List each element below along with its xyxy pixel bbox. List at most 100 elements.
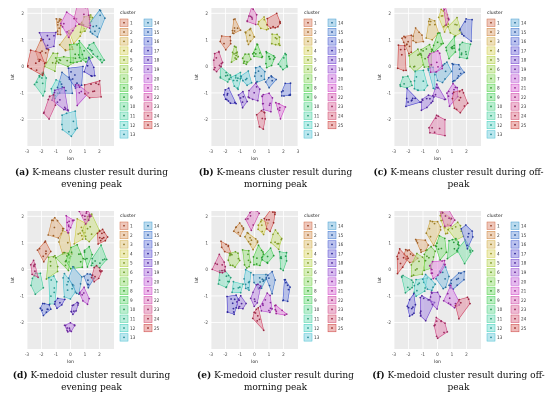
cluster-18-region [236, 295, 247, 310]
cluster-25-point [35, 69, 38, 71]
cluster-3-point [439, 229, 442, 231]
cluster-10-point [458, 49, 461, 51]
cluster-6-point [47, 256, 50, 259]
cluster-12-point [232, 79, 235, 82]
cluster-12-point [417, 89, 420, 92]
cluster-11-point [402, 76, 404, 78]
cluster-25-point [277, 25, 279, 28]
legend-label: 10 [314, 307, 320, 312]
cluster-9-point [445, 49, 448, 52]
cluster-3-point [256, 240, 259, 242]
legend-label: 19 [154, 270, 160, 275]
cluster-17-point [412, 292, 415, 295]
cluster-16-point [464, 20, 467, 23]
cluster-5-point [271, 33, 273, 35]
cluster-12-point [413, 284, 416, 287]
cluster-11-point [226, 74, 229, 77]
cluster-4-point [444, 232, 447, 235]
cluster-5-point [454, 23, 456, 26]
legend-label: 19 [521, 67, 527, 72]
cluster-18-point [73, 310, 75, 313]
legend-label: 9 [130, 298, 133, 303]
cluster-15-point [87, 286, 90, 289]
cluster-10-point [90, 49, 93, 52]
cluster-5-point [459, 224, 462, 227]
legend-key-point [514, 105, 516, 108]
y-tick-label: 2 [205, 214, 208, 219]
cluster-6-point [409, 65, 411, 68]
cluster-12-point [237, 287, 240, 289]
cluster-6-point [235, 46, 237, 49]
cluster-22-point [252, 8, 255, 11]
cluster-9-point [261, 258, 264, 261]
cluster-3-point [252, 248, 254, 251]
cluster-7-point [58, 58, 61, 61]
cluster-18-point [72, 304, 75, 306]
cluster-9-point [266, 262, 269, 265]
cluster-25-point [274, 26, 277, 29]
cluster-1-point [223, 42, 225, 45]
cluster-13-point [72, 120, 75, 123]
cluster-22-point [443, 2, 445, 4]
cluster-22-point [256, 211, 259, 212]
legend-key-point [123, 234, 125, 236]
cluster-2-point [232, 32, 235, 35]
legend-label: 17 [154, 48, 160, 53]
cluster-17-point [235, 294, 237, 296]
cluster-18-point [420, 109, 423, 112]
cluster-5-point [277, 242, 280, 245]
cluster-17-point [227, 87, 230, 89]
cluster-11-point [31, 277, 34, 280]
cluster-21-point [285, 313, 288, 315]
cluster-21-point [427, 56, 429, 59]
cluster-18-point [239, 97, 242, 99]
cluster-4-point [439, 214, 442, 217]
legend-key-point [307, 96, 309, 99]
cluster-22-point [255, 211, 257, 212]
legend-key-point [123, 86, 125, 89]
cluster-23-point [435, 335, 438, 338]
cluster-16-point [283, 95, 285, 97]
cluster-20-point [453, 88, 455, 91]
cluster-1-point [404, 248, 407, 251]
cluster-24-point [261, 117, 264, 120]
cluster-22-point [447, 18, 450, 21]
cluster-3-region [58, 230, 73, 255]
legend-key-point [514, 59, 516, 61]
cluster-5-point [276, 242, 279, 245]
cluster-1-point [36, 249, 39, 251]
legend-label: 6 [497, 270, 500, 275]
cluster-8-point [69, 267, 72, 270]
cluster-1-point [42, 260, 45, 263]
cluster-23-point [431, 126, 433, 129]
cluster-25-point [101, 228, 104, 231]
legend-key-point [307, 224, 309, 227]
legend-key-point [123, 252, 125, 255]
legend-label: 11 [497, 114, 503, 119]
cluster-21-point [437, 274, 439, 277]
x-axis-label: lon [251, 156, 258, 162]
cluster-14-point [259, 65, 261, 68]
cluster-12-point [55, 280, 58, 283]
cluster-15-point [450, 282, 452, 285]
cluster-11-point [411, 84, 413, 87]
x-tick-label: -1 [54, 352, 59, 357]
cluster-12-point [422, 80, 425, 82]
legend-key-point [147, 59, 149, 61]
cluster-11-point [36, 81, 38, 84]
cluster-6-region [44, 52, 58, 72]
cluster-22-point [448, 217, 450, 219]
cluster-17-point [60, 304, 63, 306]
cluster-1-region [220, 240, 232, 255]
cluster-20-point [78, 292, 81, 295]
cluster-10-point [469, 43, 472, 46]
cluster-16-point [286, 300, 289, 303]
cluster-21-point [430, 272, 433, 275]
cluster-21-point [278, 109, 281, 112]
legend-key-point [490, 40, 492, 43]
cluster-25-point [272, 221, 275, 224]
legend-key-point [307, 124, 309, 126]
legend-label: 10 [497, 307, 503, 312]
cluster-13-point [62, 277, 64, 279]
legend-key-point [123, 336, 125, 339]
